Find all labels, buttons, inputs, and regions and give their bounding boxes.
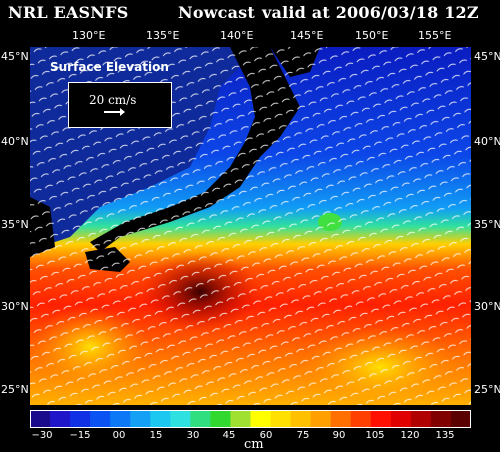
colorbar-swatch (370, 410, 392, 428)
lat-tick-right: 25°N (474, 383, 500, 396)
lat-tick-right: 45°N (474, 50, 500, 63)
colorbar-tick: −15 (69, 430, 91, 441)
colorbar-swatch (170, 410, 191, 428)
colorbar-tick: 30 (186, 430, 200, 441)
colorbar-tick: 75 (296, 430, 310, 441)
lon-tick: 155°E (418, 29, 452, 42)
colorbar-tick: 90 (332, 430, 346, 441)
colorbar-swatch (290, 410, 312, 428)
colorbar-swatch (50, 410, 71, 428)
colorbar-swatch (390, 410, 412, 428)
colorbar-tick: 60 (259, 430, 273, 441)
lon-tick: 145°E (290, 29, 324, 42)
colorbar-swatch (430, 410, 452, 428)
colorbar-swatch (190, 410, 211, 428)
colorbar-swatch (30, 410, 51, 428)
colorbar-swatch (110, 410, 131, 428)
lat-tick-left: 30°N (1, 300, 29, 313)
lat-tick-left: 35°N (1, 218, 29, 231)
vector-legend: 20 cm/s (68, 82, 172, 128)
source-label: NRL EASNFS (8, 3, 129, 22)
lat-tick-right: 30°N (474, 300, 500, 313)
colorbar-swatch (410, 410, 432, 428)
colorbar-tick: 105 (365, 430, 385, 441)
lat-tick-left: 45°N (1, 50, 29, 63)
mode-label: Nowcast (178, 3, 255, 22)
colorbar-tick: 120 (400, 430, 420, 441)
colorbar-tick: 45 (222, 430, 236, 441)
vector-scale-label: 20 cm/s (89, 93, 137, 107)
colorbar-swatch (90, 410, 111, 428)
lon-tick: 135°E (146, 29, 180, 42)
header: NRL EASNFS Nowcast valid at 2006/03/18 1… (0, 2, 500, 26)
colorbar-swatch (130, 410, 151, 428)
colorbar-swatch (250, 410, 272, 428)
colorbar-swatch (310, 410, 332, 428)
lon-tick: 130°E (72, 29, 106, 42)
lat-tick-right: 40°N (474, 135, 500, 148)
colorbar-swatch (210, 410, 231, 428)
colorbar-swatch (70, 410, 91, 428)
valid-time-label: valid at 2006/03/18 12Z (262, 3, 479, 22)
lat-tick-left: 40°N (1, 135, 29, 148)
colorbar-tick: −30 (31, 430, 53, 441)
colorbar-swatch (350, 410, 372, 428)
legend-title: Surface Elevation (50, 60, 169, 74)
vector-arrow-icon (104, 108, 125, 116)
colorbar-swatch (150, 410, 171, 428)
colorbar-swatch (270, 410, 292, 428)
colorbar-tick: 135 (435, 430, 455, 441)
colorbar-tick: 00 (112, 430, 126, 441)
lon-tick: 140°E (220, 29, 254, 42)
lat-tick-right: 35°N (474, 218, 500, 231)
colorbar-swatch (230, 410, 251, 428)
colorbar-tick: 15 (149, 430, 163, 441)
colorbar-border (30, 410, 471, 428)
lon-tick: 150°E (355, 29, 389, 42)
colorbar-unit: cm (244, 437, 264, 452)
lat-tick-left: 25°N (1, 383, 29, 396)
colorbar-swatch (450, 410, 471, 428)
colorbar (30, 410, 471, 428)
colorbar-swatch (330, 410, 352, 428)
